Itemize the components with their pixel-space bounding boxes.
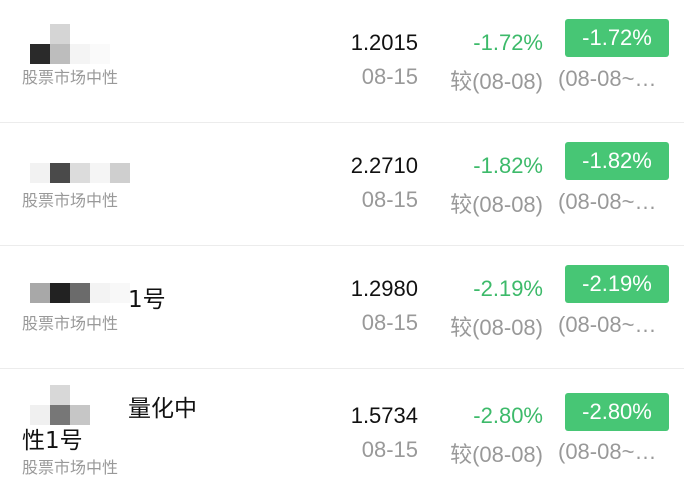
fund-name: 量化中	[128, 396, 197, 422]
fund-row[interactable]: 量化中 性1号 股票市场中性 1.5734 08-15 -2.80% 较(08-…	[0, 369, 684, 482]
fund-category: 股票市场中性	[22, 191, 119, 210]
compare-date: 较(08-08)	[450, 315, 543, 340]
compare-date: 较(08-08)	[450, 442, 543, 467]
nav-value: 2.2710	[350, 153, 418, 178]
nav-date: 08-15	[361, 64, 418, 89]
fund-row[interactable]: 1号 股票市场中性 1.2980 08-15 -2.19% 较(08-08) -…	[0, 246, 684, 369]
fund-name-line2: 性1号	[22, 428, 83, 454]
period-change-badge: -1.72%	[565, 19, 669, 57]
period-range: (08-08~…	[558, 312, 657, 337]
fund-category: 股票市场中性	[22, 314, 119, 333]
period-change-badge: -1.82%	[565, 142, 669, 180]
fund-row[interactable]: 股票市场中性 2.2710 08-15 -1.82% 较(08-08) -1.8…	[0, 123, 684, 246]
compare-date: 较(08-08)	[450, 192, 543, 217]
nav-date: 08-15	[361, 437, 418, 462]
period-range: (08-08~…	[558, 66, 657, 91]
period-range: (08-08~…	[558, 189, 657, 214]
period-change-badge: -2.19%	[565, 265, 669, 303]
fund-category: 股票市场中性	[22, 458, 119, 477]
fund-row[interactable]: 股票市场中性 1.2015 08-15 -1.72% 较(08-08) -1.7…	[0, 0, 684, 123]
change-percent: -1.72%	[473, 30, 543, 55]
nav-value: 1.2980	[350, 276, 418, 301]
nav-date: 08-15	[361, 187, 418, 212]
nav-value: 1.5734	[350, 403, 418, 428]
fund-name: 1号	[128, 287, 166, 313]
period-change-badge: -2.80%	[565, 393, 669, 431]
nav-value: 1.2015	[350, 30, 418, 55]
fund-category: 股票市场中性	[22, 68, 119, 87]
period-range: (08-08~…	[558, 439, 657, 464]
change-percent: -1.82%	[473, 153, 543, 178]
change-percent: -2.19%	[473, 276, 543, 301]
nav-date: 08-15	[361, 310, 418, 335]
compare-date: 较(08-08)	[450, 69, 543, 94]
change-percent: -2.80%	[473, 403, 543, 428]
